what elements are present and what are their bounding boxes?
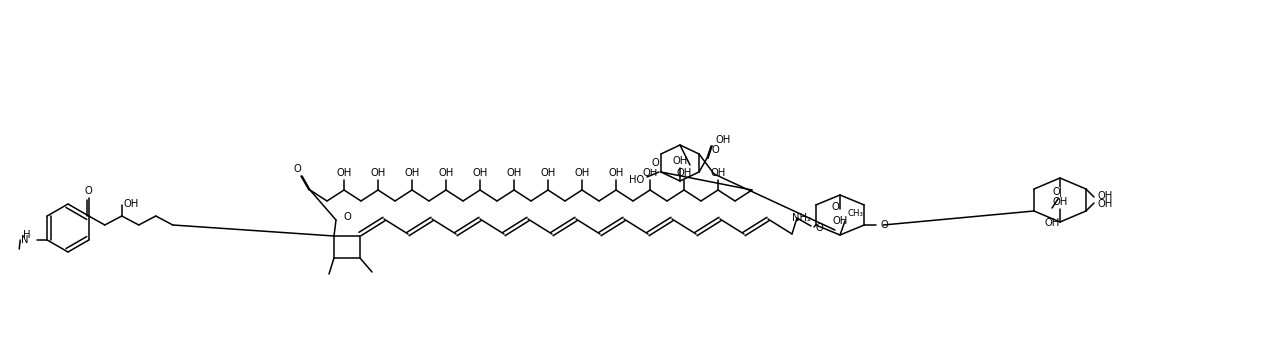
Text: O: O [293, 164, 301, 174]
Text: O: O [880, 220, 888, 230]
Text: OH: OH [336, 168, 352, 178]
Text: OH: OH [124, 199, 139, 209]
Text: OH: OH [832, 216, 847, 226]
Text: OH: OH [1098, 191, 1113, 201]
Text: OH: OH [371, 168, 386, 178]
Text: CH₃: CH₃ [847, 210, 862, 219]
Text: OH: OH [438, 168, 454, 178]
Text: OH: OH [711, 168, 726, 178]
Text: OH: OH [1052, 197, 1068, 207]
Text: OH: OH [473, 168, 488, 178]
Text: HO: HO [628, 175, 643, 185]
Text: OH: OH [1098, 199, 1113, 209]
Text: OH: OH [642, 168, 657, 178]
Text: O: O [344, 212, 352, 222]
Text: OH: OH [673, 156, 688, 166]
Text: H: H [23, 230, 31, 240]
Text: N: N [20, 235, 28, 245]
Text: OH: OH [506, 168, 521, 178]
Text: NH₂: NH₂ [791, 213, 810, 223]
Text: OH: OH [404, 168, 419, 178]
Text: O: O [1052, 187, 1060, 197]
Text: OH: OH [715, 135, 730, 145]
Text: OH: OH [540, 168, 555, 178]
Text: O: O [85, 186, 93, 196]
Text: OH: OH [676, 168, 692, 178]
Text: O: O [831, 202, 838, 212]
Text: OH: OH [575, 168, 590, 178]
Text: O: O [817, 223, 824, 233]
Text: O: O [711, 145, 719, 155]
Text: OH: OH [609, 168, 624, 178]
Text: OH: OH [1045, 218, 1060, 228]
Text: O: O [651, 158, 659, 168]
